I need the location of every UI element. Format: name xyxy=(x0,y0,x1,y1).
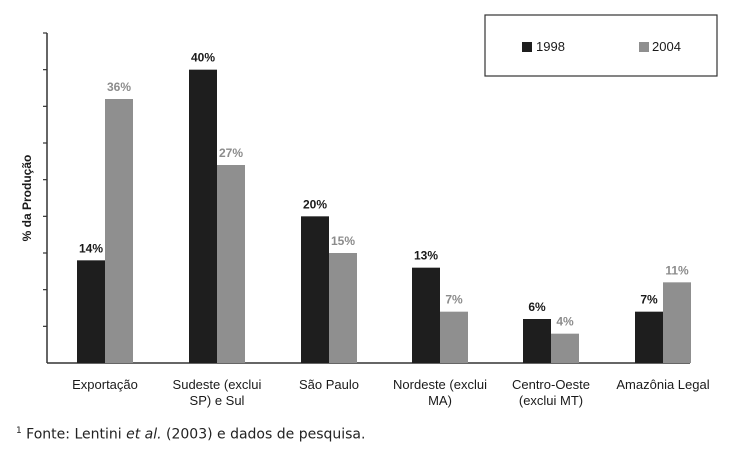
x-tick-line: Centro-Oeste xyxy=(512,377,590,392)
legend-swatch-1998 xyxy=(522,42,532,52)
bar-2004-5 xyxy=(663,282,691,363)
x-tick-label-2: São Paulo xyxy=(299,377,359,392)
bar-label-2004-4: 4% xyxy=(556,315,574,329)
x-tick-line: SP) e Sul xyxy=(190,393,245,408)
legend-swatch-2004 xyxy=(639,42,649,52)
x-tick-line: Exportação xyxy=(72,377,138,392)
legend-label-2004: 2004 xyxy=(652,39,681,54)
footnote-prefix: Fonte: Lentini xyxy=(21,426,127,443)
footnote-marker: 1 xyxy=(16,426,22,436)
bar-label-1998-3: 13% xyxy=(414,249,438,263)
x-tick-label-3: Nordeste (exclui MA) xyxy=(393,377,487,408)
x-tick-labels: Exportação Sudeste (exclui SP) e Sul São Pa… xyxy=(72,377,710,408)
x-tick-line: Nordeste (exclui xyxy=(393,377,487,392)
bar-label-1998-5: 7% xyxy=(640,293,658,307)
bar-label-2004-1: 27% xyxy=(219,146,243,160)
bar-label-1998-1: 40% xyxy=(191,51,215,65)
x-tick-line: Sudeste (exclui xyxy=(173,377,262,392)
legend-label-1998: 1998 xyxy=(536,39,565,54)
bar-1998-2 xyxy=(301,216,329,363)
x-tick-line: (exclui MT) xyxy=(519,393,583,408)
bar-label-1998-4: 6% xyxy=(528,300,546,314)
bar-2004-4 xyxy=(551,333,579,363)
bar-1998-1 xyxy=(189,69,217,364)
x-tick-line: São Paulo xyxy=(299,377,359,392)
y-ticks xyxy=(43,32,47,327)
legend: 1998 2004 xyxy=(484,14,718,77)
x-tick-label-1: Sudeste (exclui SP) e Sul xyxy=(173,377,262,408)
footnote-suffix: (2003) e dados de pesquisa. xyxy=(161,426,366,443)
bar-1998-3 xyxy=(412,267,440,363)
bar-2004-2 xyxy=(329,253,357,363)
bar-2004-0 xyxy=(105,99,133,363)
bar-label-2004-5: 11% xyxy=(665,263,689,277)
bar-1998-0 xyxy=(77,260,105,363)
y-axis-label: % da Produção xyxy=(20,155,34,242)
x-tick-label-0: Exportação xyxy=(72,377,138,392)
bar-label-2004-2: 15% xyxy=(331,234,355,248)
bar-1998-4 xyxy=(523,319,551,363)
bar-label-2004-0: 36% xyxy=(107,80,131,94)
bar-value-labels: 14% 40% 20% 13% 6% 7% 36% 27% 15% 7% 4% 11% xyxy=(79,51,689,329)
bar-1998-5 xyxy=(635,311,663,363)
legend-box xyxy=(484,14,718,77)
bar-2004-1 xyxy=(217,165,245,363)
footnote-italic: et al. xyxy=(126,426,162,443)
footnote: 1 Fonte: Lentini et al. (2003) e dados d… xyxy=(16,426,365,443)
bar-2004-3 xyxy=(440,311,468,363)
bar-label-2004-3: 7% xyxy=(445,293,463,307)
x-tick-label-5: Amazônia Legal xyxy=(616,377,709,392)
chart: % da Produção 14% 40% 20% 13% 6% 7% 36% 27% 15% 7… xyxy=(20,14,718,408)
x-tick-label-4: Centro-Oeste (exclui MT) xyxy=(512,377,590,408)
x-tick-line: MA) xyxy=(428,393,452,408)
x-tick-line: Amazônia Legal xyxy=(616,377,709,392)
bar-label-1998-2: 20% xyxy=(303,197,327,211)
bars xyxy=(77,69,691,364)
bar-label-1998-0: 14% xyxy=(79,241,103,255)
